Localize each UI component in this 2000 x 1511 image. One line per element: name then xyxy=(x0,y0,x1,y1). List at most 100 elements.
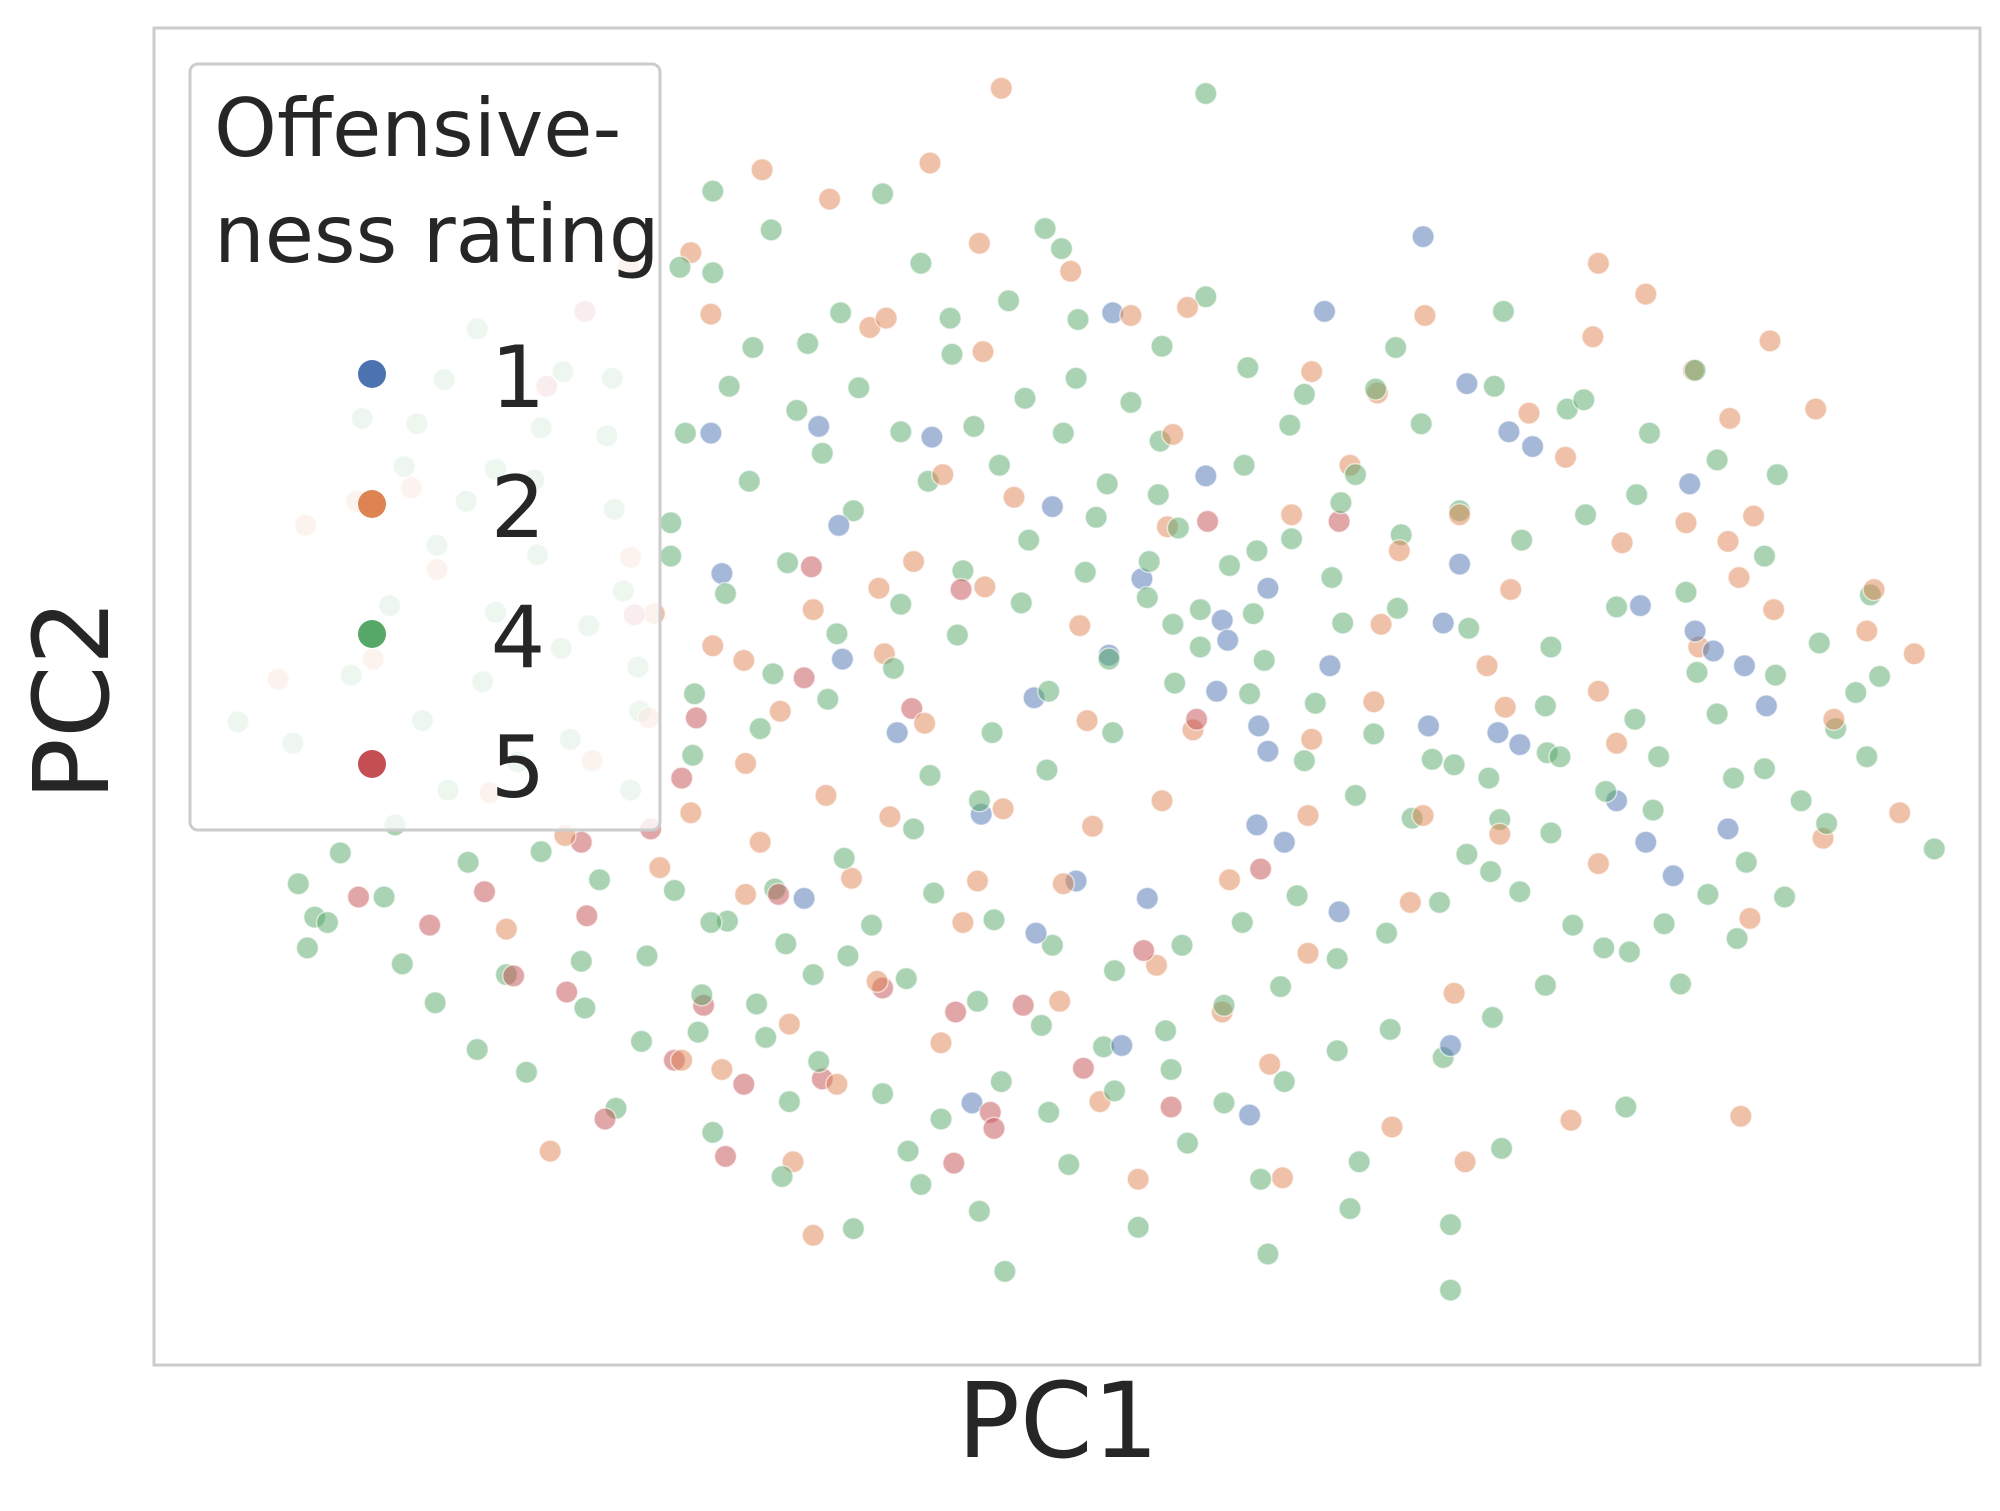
scatter-point-rating-4 xyxy=(1438,1212,1463,1237)
scatter-point-rating-4 xyxy=(1325,1039,1349,1063)
scatter-point-rating-2 xyxy=(1126,1167,1150,1191)
scatter-point-rating-4 xyxy=(1230,910,1255,935)
scatter-point-rating-4 xyxy=(737,469,762,493)
scatter-point-rating-4 xyxy=(741,335,765,360)
scatter-point-rating-4 xyxy=(1637,421,1662,445)
scatter-point-rating-4 xyxy=(1279,526,1304,551)
scatter-point-rating-1 xyxy=(1256,739,1280,764)
scatter-point-rating-4 xyxy=(1614,1095,1638,1119)
scatter-point-rating-4 xyxy=(629,1029,654,1054)
scatter-point-rating-4 xyxy=(1095,472,1119,496)
scatter-point-rating-1 xyxy=(1245,813,1269,837)
scatter-point-rating-2 xyxy=(648,855,672,880)
scatter-point-rating-2 xyxy=(991,797,1015,821)
scatter-point-rating-4 xyxy=(635,944,659,968)
scatter-point-rating-2 xyxy=(1279,502,1304,527)
scatter-point-rating-2 xyxy=(1411,803,1435,828)
scatter-point-rating-4 xyxy=(929,1107,953,1131)
scatter-point-rating-1 xyxy=(1661,863,1685,888)
scatter-point-rating-1 xyxy=(1204,679,1229,703)
legend-marker-1 xyxy=(358,360,386,388)
scatter-point-rating-4 xyxy=(777,1089,802,1114)
scatter-point-rating-5 xyxy=(554,980,579,1004)
legend: Offensive- ness rating 1 2 4 5 xyxy=(188,62,662,832)
scatter-point-rating-4 xyxy=(1040,933,1065,957)
scatter-point-rating-4 xyxy=(1135,585,1160,610)
scatter-point-rating-4 xyxy=(894,966,919,991)
scatter-point-rating-2 xyxy=(777,1012,802,1036)
scatter-point-rating-4 xyxy=(1363,377,1388,401)
scatter-point-rating-4 xyxy=(965,989,990,1014)
scatter-point-rating-4 xyxy=(690,982,714,1007)
scatter-point-rating-1 xyxy=(1634,830,1658,854)
scatter-point-rating-5 xyxy=(1184,707,1209,731)
scatter-point-rating-4 xyxy=(1009,591,1034,615)
scatter-point-rating-2 xyxy=(865,969,889,994)
scatter-point-rating-4 xyxy=(1652,912,1676,936)
scatter-point-rating-4 xyxy=(1029,1013,1054,1038)
scatter-point-rating-1 xyxy=(1520,434,1545,459)
scatter-point-rating-5 xyxy=(943,1000,968,1024)
scatter-point-rating-1 xyxy=(1312,299,1337,324)
scatter-point-rating-5 xyxy=(669,766,694,790)
scatter-point-rating-2 xyxy=(1862,577,1886,602)
scatter-point-rating-4 xyxy=(1016,528,1041,552)
scatter-point-rating-2 xyxy=(1581,325,1605,349)
scatter-point-rating-2 xyxy=(1475,653,1499,678)
scatter-point-rating-4 xyxy=(1752,756,1777,781)
scatter-point-rating-4 xyxy=(1491,299,1516,324)
scatter-point-rating-4 xyxy=(668,255,692,280)
scatter-point-rating-2 xyxy=(973,575,997,599)
scatter-point-rating-4 xyxy=(1480,1005,1505,1030)
scatter-point-rating-1 xyxy=(1256,576,1280,600)
scatter-point-rating-5 xyxy=(417,913,442,937)
scatter-point-rating-4 xyxy=(1409,412,1433,436)
scatter-point-rating-4 xyxy=(1855,744,1879,769)
scatter-point-rating-1 xyxy=(1438,1033,1463,1058)
scatter-point-rating-4 xyxy=(1272,1069,1297,1094)
scatter-point-rating-4 xyxy=(1539,821,1563,845)
scatter-point-rating-4 xyxy=(1623,707,1647,731)
scatter-point-rating-5 xyxy=(766,882,791,907)
scatter-point-rating-2 xyxy=(1075,708,1099,733)
scatter-point-rating-4 xyxy=(1442,752,1466,777)
scatter-point-rating-4 xyxy=(1236,355,1260,380)
scatter-point-rating-4 xyxy=(1188,635,1213,659)
scatter-point-rating-4 xyxy=(759,218,783,242)
scatter-point-rating-4 xyxy=(859,913,884,937)
scatter-point-rating-4 xyxy=(1378,1017,1402,1042)
scatter-point-rating-4 xyxy=(1685,660,1709,685)
scatter-point-rating-2 xyxy=(748,830,772,854)
scatter-point-rating-4 xyxy=(1807,631,1832,655)
scatter-point-rating-2 xyxy=(733,751,758,776)
scatter-point-rating-4 xyxy=(1668,972,1693,996)
scatter-point-rating-4 xyxy=(945,623,970,647)
scatter-point-rating-4 xyxy=(1268,974,1293,999)
legend-label-5: 5 xyxy=(491,718,546,818)
scatter-point-rating-4 xyxy=(1049,236,1074,261)
scatter-point-rating-1 xyxy=(710,561,734,586)
scatter-point-rating-4 xyxy=(836,944,860,968)
scatter-point-rating-2 xyxy=(918,151,942,175)
scatter-point-rating-2 xyxy=(1369,612,1393,637)
scatter-point-rating-4 xyxy=(828,301,853,325)
scatter-point-rating-4 xyxy=(1292,382,1317,407)
scatter-point-rating-4 xyxy=(1245,539,1269,563)
scatter-point-rating-5 xyxy=(501,964,526,988)
scatter-point-rating-4 xyxy=(1508,879,1532,904)
scatter-point-rating-1 xyxy=(1246,714,1271,738)
scatter-point-rating-2 xyxy=(679,801,703,825)
scatter-point-rating-2 xyxy=(1741,504,1766,528)
scatter-point-rating-4 xyxy=(825,621,849,646)
scatter-point-rating-4 xyxy=(1604,595,1629,619)
scatter-point-rating-4 xyxy=(996,288,1021,313)
scatter-point-rating-2 xyxy=(1803,397,1828,421)
scatter-point-rating-2 xyxy=(814,783,838,808)
scatter-point-rating-2 xyxy=(1493,695,1517,719)
scatter-point-rating-1 xyxy=(1215,628,1240,653)
scatter-point-rating-2 xyxy=(1738,906,1762,931)
scatter-point-rating-2 xyxy=(1442,981,1466,1006)
scatter-point-rating-2 xyxy=(1068,613,1092,638)
scatter-point-rating-4 xyxy=(918,763,942,788)
